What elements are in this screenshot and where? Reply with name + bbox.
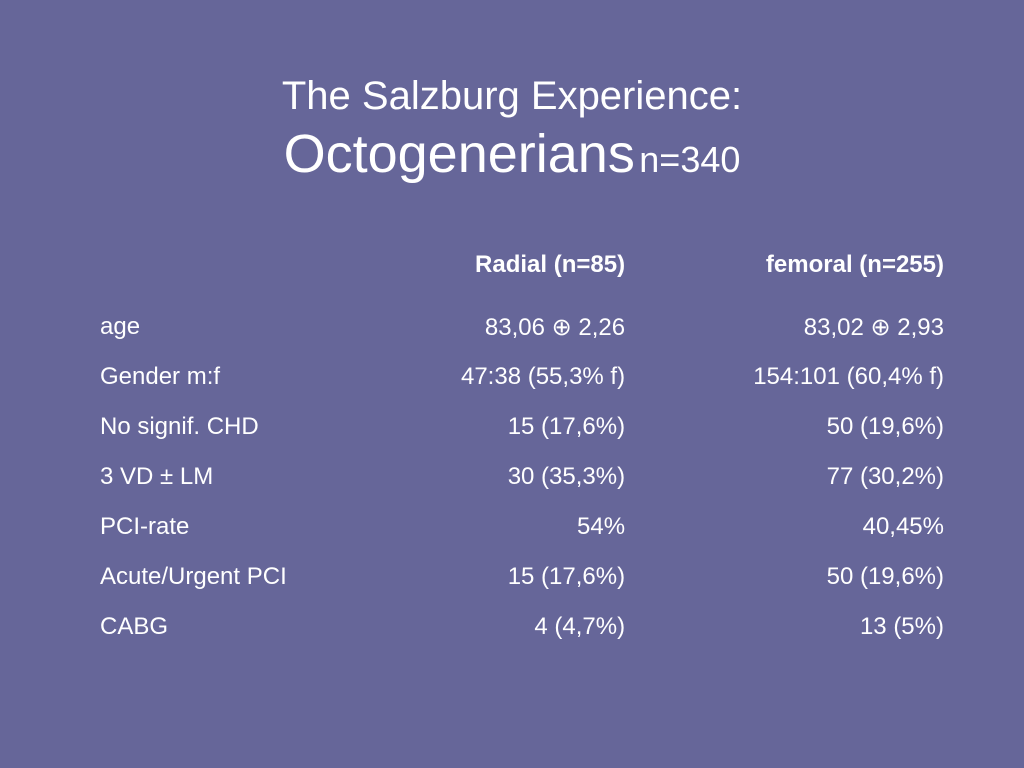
femoral-value: 50 (19,6%) bbox=[826, 413, 944, 440]
femoral-value: 50 (19,6%) bbox=[826, 563, 944, 590]
slide-title: The Salzburg Experience: Octogenerians n… bbox=[0, 72, 1024, 200]
radial-value: 83,06 ⊕ 2,26 bbox=[484, 313, 626, 341]
femoral-value: 77 (30,2%) bbox=[826, 463, 944, 490]
radial-value: 47:38 (55,3% f) bbox=[460, 363, 626, 390]
table-row: Acute/Urgent PCI 15 (17,6%) 50 (19,6%) bbox=[88, 552, 956, 602]
table-row: 3 VD ± LM 30 (35,3%) 77 (30,2%) bbox=[88, 452, 956, 502]
title-main: Octogenerians bbox=[283, 124, 635, 184]
row-label: No signif. CHD bbox=[100, 413, 259, 440]
femoral-value: 40,45% bbox=[862, 513, 944, 540]
header-radial: Radial (n=85) bbox=[475, 251, 626, 278]
table-row: CABG 4 (4,7%) 13 (5%) bbox=[88, 602, 956, 652]
row-label: 3 VD ± LM bbox=[100, 463, 214, 490]
row-label: Gender m:f bbox=[100, 363, 221, 390]
femoral-value: 13 (5%) bbox=[859, 613, 944, 640]
row-label: CABG bbox=[100, 613, 169, 640]
row-label: Acute/Urgent PCI bbox=[100, 563, 287, 590]
header-label bbox=[88, 240, 399, 290]
title-line-1: The Salzburg Experience: bbox=[281, 74, 743, 118]
row-label: PCI-rate bbox=[100, 513, 190, 540]
radial-value: 30 (35,3%) bbox=[507, 463, 626, 490]
radial-value: 15 (17,6%) bbox=[507, 413, 626, 440]
table-row: age 83,06 ⊕ 2,26 83,02 ⊕ 2,93 bbox=[88, 302, 956, 352]
row-label: age bbox=[100, 313, 141, 340]
title-line-2: Octogenerians n=340 bbox=[0, 122, 1024, 200]
table-row: Gender m:f 47:38 (55,3% f) 154:101 (60,4… bbox=[88, 352, 956, 402]
table-header-row: Radial (n=85) femoral (n=255) bbox=[88, 240, 956, 290]
table-row: No signif. CHD 15 (17,6%) 50 (19,6%) bbox=[88, 402, 956, 452]
header-femoral: femoral (n=255) bbox=[765, 251, 944, 278]
radial-value: 4 (4,7%) bbox=[534, 613, 626, 640]
table-row: PCI-rate 54% 40,45% bbox=[88, 502, 956, 552]
title-sample-size: n=340 bbox=[639, 139, 741, 180]
radial-value: 54% bbox=[577, 513, 626, 540]
femoral-value: 83,02 ⊕ 2,93 bbox=[803, 313, 944, 341]
comparison-table: Radial (n=85) femoral (n=255) age 83,06 … bbox=[88, 240, 956, 652]
femoral-value: 154:101 (60,4% f) bbox=[753, 363, 944, 390]
radial-value: 15 (17,6%) bbox=[507, 563, 626, 590]
